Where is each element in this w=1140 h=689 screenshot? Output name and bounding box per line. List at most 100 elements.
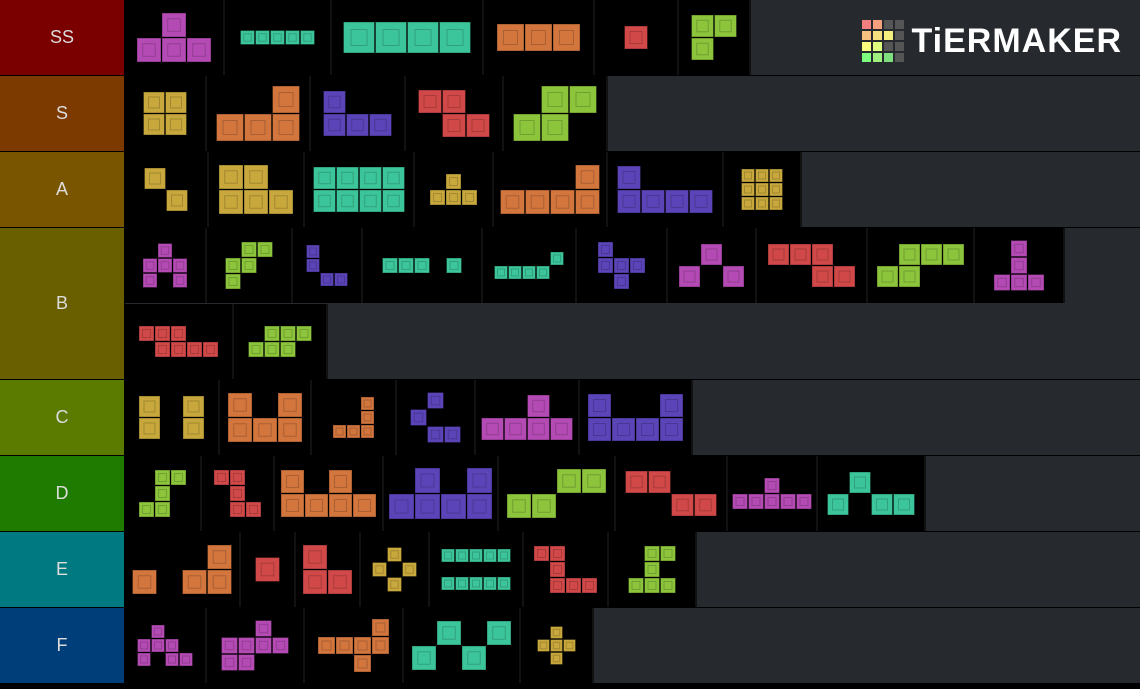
piece — [280, 469, 377, 518]
tile — [577, 228, 668, 303]
tier-items — [125, 0, 1140, 75]
tile — [125, 76, 207, 151]
tile — [125, 228, 207, 303]
tile — [207, 76, 311, 151]
tile — [125, 532, 241, 607]
tier-label: E — [0, 532, 124, 607]
tile — [125, 608, 207, 683]
tile — [275, 456, 384, 531]
tier-subrow — [125, 456, 1140, 531]
tier-items — [125, 532, 1140, 607]
piece — [138, 395, 205, 440]
piece — [496, 23, 581, 52]
tier-items — [125, 228, 1140, 379]
piece — [993, 240, 1045, 291]
piece — [506, 468, 607, 519]
tier-row: E — [0, 532, 1140, 607]
piece — [441, 548, 511, 591]
piece — [494, 251, 564, 280]
tile — [125, 304, 234, 379]
tile — [524, 532, 609, 607]
tile — [504, 76, 608, 151]
tile — [361, 532, 430, 607]
tier-row: A — [0, 152, 1140, 227]
tile — [125, 0, 225, 75]
tier-subrow — [125, 532, 1140, 607]
tier-row: SS — [0, 0, 1140, 75]
tier-label: B — [0, 228, 124, 379]
tier-label: S — [0, 76, 124, 151]
tile — [757, 228, 868, 303]
tile — [483, 228, 577, 303]
tile — [384, 456, 499, 531]
tile — [311, 76, 406, 151]
tier-label: C — [0, 380, 124, 455]
tile — [595, 0, 679, 75]
piece — [876, 243, 965, 288]
tile — [609, 532, 697, 607]
tile — [404, 608, 521, 683]
tile — [241, 532, 296, 607]
piece — [691, 14, 737, 61]
tile — [608, 152, 724, 227]
piece — [213, 469, 262, 518]
piece — [225, 241, 273, 290]
tile — [305, 608, 404, 683]
piece — [132, 544, 232, 595]
piece — [306, 244, 348, 287]
piece — [248, 325, 312, 358]
tile — [207, 228, 293, 303]
tier-row: B — [0, 228, 1140, 379]
tile — [679, 0, 751, 75]
tile — [868, 228, 975, 303]
tile — [363, 228, 483, 303]
piece — [767, 243, 856, 288]
tier-subrow — [125, 228, 1140, 303]
piece — [143, 91, 187, 136]
piece — [624, 25, 648, 50]
tile — [225, 0, 332, 75]
tier-row: D — [0, 456, 1140, 531]
piece — [221, 620, 289, 671]
piece — [227, 392, 303, 443]
tile — [415, 152, 494, 227]
piece — [418, 89, 490, 138]
piece — [481, 394, 573, 441]
tile — [202, 456, 275, 531]
piece — [144, 167, 188, 212]
piece — [138, 469, 187, 518]
logo-icon — [861, 20, 904, 62]
piece — [313, 166, 405, 213]
tier-items — [125, 380, 1140, 455]
piece — [240, 30, 315, 45]
tier-subrow — [125, 304, 1140, 379]
tile — [430, 532, 524, 607]
tier-row: S — [0, 76, 1140, 151]
tile — [125, 380, 220, 455]
tile — [406, 76, 504, 151]
tile — [397, 380, 476, 455]
tile — [499, 456, 616, 531]
piece — [317, 618, 390, 673]
tier-label: D — [0, 456, 124, 531]
tile — [234, 304, 328, 379]
piece — [678, 243, 745, 288]
piece — [323, 90, 392, 137]
tier-label: F — [0, 608, 124, 683]
tier-items — [125, 76, 1140, 151]
tile — [975, 228, 1065, 303]
tile — [220, 380, 312, 455]
tier-label: A — [0, 152, 124, 227]
tier-subrow — [125, 0, 1140, 75]
tile — [521, 608, 594, 683]
tile — [293, 228, 363, 303]
logo-text: TiERMAKER — [911, 21, 1122, 60]
tier-items — [125, 608, 1140, 683]
piece — [138, 325, 219, 358]
piece — [537, 626, 576, 665]
tile — [818, 456, 926, 531]
piece — [382, 257, 462, 274]
piece — [827, 471, 915, 516]
